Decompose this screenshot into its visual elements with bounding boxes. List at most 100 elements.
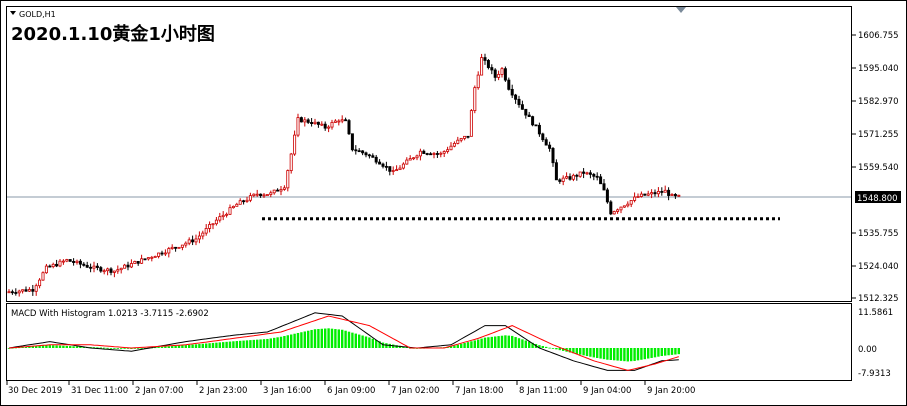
candle-bear (425, 153, 429, 155)
candle-bear (544, 139, 548, 146)
chart-title: 2020.1.10黄金1小时图 (11, 23, 215, 45)
candle-bull (578, 171, 582, 177)
time-tick-label: 8 Jan 11:00 (519, 386, 567, 396)
candle-bull (218, 216, 222, 221)
price-tick-label: 1535.755 (858, 229, 899, 239)
candle-bull (293, 134, 297, 155)
histogram-bar (674, 348, 677, 355)
histogram-bar (490, 336, 493, 348)
candle-bull (231, 205, 235, 209)
candle-bull (439, 152, 443, 155)
signal-line (8, 315, 679, 371)
price-tick-label: 1559.540 (858, 163, 899, 173)
histogram-bar (337, 329, 340, 348)
histogram-bar (232, 341, 235, 348)
macd-histogram (7, 328, 680, 362)
candle-bear (357, 150, 361, 153)
time-axis[interactable]: 30 Dec 2019 31 Dec 11:00 2 Jan 07:00 2 J… (6, 381, 695, 396)
candle-bull (565, 176, 569, 179)
candle-bear (68, 259, 72, 262)
histogram-bar (113, 348, 116, 349)
histogram-bar (660, 348, 663, 357)
price-tick-label: 1606.755 (858, 31, 899, 41)
histogram-bar (245, 340, 249, 348)
histogram-bar (347, 331, 351, 348)
candle-bear (660, 191, 664, 193)
histogram-bar (640, 348, 643, 360)
histogram-bar (194, 344, 198, 348)
histogram-bar (568, 348, 572, 353)
symbol-dropdown-icon[interactable] (10, 11, 16, 15)
symbol-label[interactable]: GOLD,H1 (19, 10, 56, 19)
histogram-bar (198, 344, 201, 348)
histogram-bar (388, 343, 391, 348)
time-tick-label: 2 Jan 07:00 (135, 386, 183, 396)
histogram-bar (606, 348, 609, 360)
histogram-bar (269, 338, 272, 348)
candle-bull (473, 87, 477, 111)
histogram-bar (222, 342, 225, 348)
histogram-bar (500, 335, 504, 348)
histogram-bar (307, 330, 310, 348)
candle-bull (129, 263, 133, 268)
histogram-bar (313, 329, 317, 348)
histogram-bar (460, 343, 463, 348)
candle-bull (337, 120, 341, 123)
histogram-bar (487, 337, 490, 348)
histogram-bar (351, 332, 354, 348)
candle-bear (174, 246, 178, 249)
histogram-bar (657, 348, 660, 357)
histogram-bar (596, 348, 599, 358)
candle-bear (242, 200, 246, 203)
candle-bull (194, 238, 198, 243)
price-axis[interactable]: 1606.755 1595.040 1582.970 1571.255 1559… (858, 31, 899, 304)
candle-bull (412, 157, 416, 160)
candle-bear (48, 265, 52, 268)
candle-bull (333, 120, 337, 123)
histogram-bar (140, 348, 143, 349)
candle-bear (483, 57, 487, 61)
histogram-bar (205, 343, 208, 348)
candle-bull (670, 194, 674, 196)
current-price-label: 1548.800 (857, 194, 898, 204)
candle-bull (663, 189, 667, 193)
candle-bear (24, 289, 28, 292)
histogram-bar (344, 330, 347, 348)
candle-bear (554, 162, 558, 181)
histogram-bar (120, 348, 123, 349)
histogram-bar (575, 348, 578, 354)
histogram-bar (517, 338, 521, 348)
candle-bull (17, 290, 21, 294)
candle-bear (306, 119, 310, 123)
histogram-bar (24, 346, 28, 348)
candle-bear (381, 163, 385, 167)
candle-bull (401, 163, 405, 169)
candle-bull (452, 142, 456, 147)
candle-bear (507, 79, 511, 90)
histogram-bar (69, 346, 72, 348)
candle-bear (558, 179, 562, 182)
histogram-bar (531, 342, 534, 348)
candle-bull (405, 159, 409, 165)
histogram-bar (79, 346, 82, 348)
price-tick-label: 1524.040 (858, 262, 899, 272)
histogram-bar (616, 348, 619, 361)
chart-shift-marker-icon[interactable] (676, 7, 686, 13)
histogram-bar (511, 335, 514, 348)
histogram-bar (582, 348, 585, 356)
candle-bull (58, 260, 62, 267)
candle-bull (146, 257, 150, 260)
candle-bear (531, 116, 535, 126)
histogram-bar (300, 332, 303, 348)
histogram-bar (96, 347, 99, 349)
candle-bear (78, 260, 82, 265)
candle-bull (153, 256, 157, 258)
candle-bear (527, 114, 531, 117)
candle-bull (585, 172, 589, 175)
histogram-bar (592, 348, 595, 358)
histogram-bar (249, 340, 252, 348)
histogram-bar (276, 337, 279, 348)
